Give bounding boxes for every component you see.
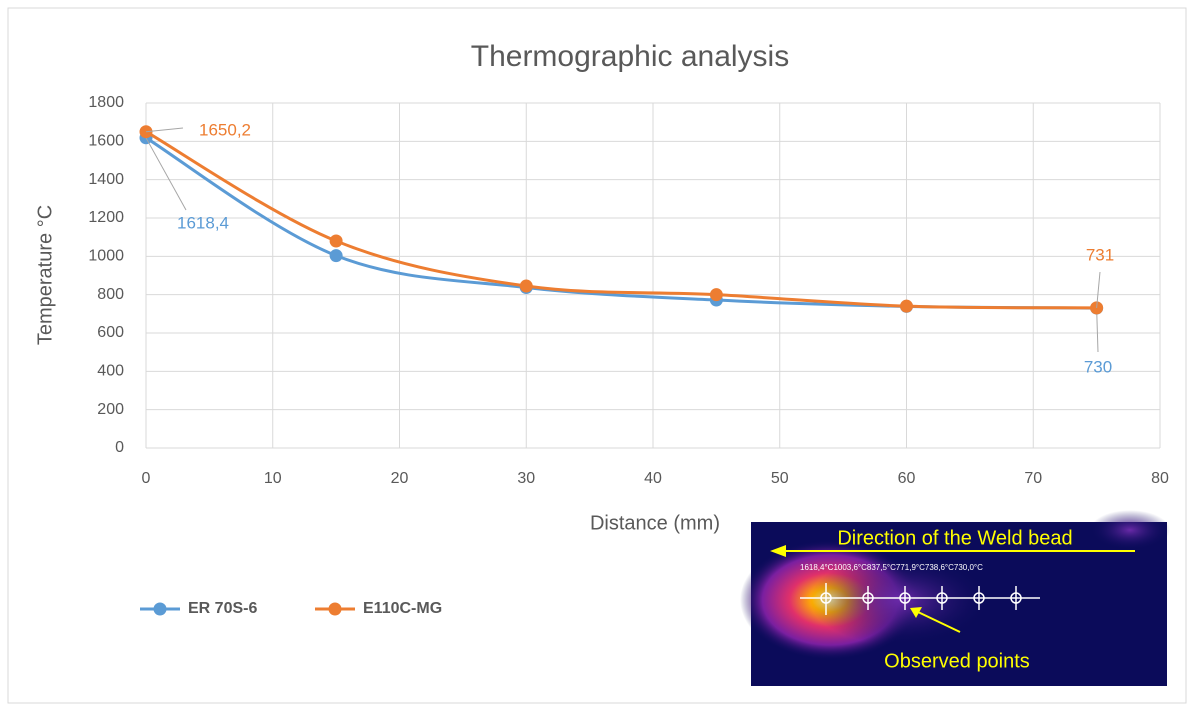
inset-points-label: Observed points: [884, 650, 1030, 672]
data-point: [329, 249, 343, 263]
data-label: 1650,2: [199, 120, 251, 139]
data-point: [519, 279, 533, 293]
label-leader: [1096, 271, 1101, 308]
data-label: 730: [1084, 357, 1112, 376]
x-axis-title: Distance (mm): [590, 512, 720, 534]
x-tick-label: 80: [1151, 470, 1169, 487]
arrow-head: [910, 607, 922, 618]
x-tick-label: 70: [1024, 470, 1042, 487]
data-label: 1618,4: [177, 213, 229, 232]
x-tick-label: 50: [771, 470, 789, 487]
data-point: [900, 299, 913, 313]
arrow-head: [770, 545, 786, 557]
label-leader: [145, 137, 187, 211]
chart-title: Thermographic analysis: [471, 40, 789, 73]
label-leader: [145, 127, 184, 133]
x-tick-label: 40: [644, 470, 662, 487]
warm-zone: [1090, 510, 1170, 550]
points-arrow: [917, 611, 961, 633]
y-tick-label: 200: [97, 401, 124, 418]
y-tick-label: 1600: [88, 133, 124, 150]
x-tick-label: 30: [517, 470, 535, 487]
inset-direction-label: Direction of the Weld bead: [837, 527, 1072, 549]
series-line: [145, 130, 1097, 310]
data-point: [329, 234, 343, 248]
label-leader: [1096, 308, 1099, 353]
x-tick-label: 10: [264, 470, 282, 487]
y-tick-label: 1200: [88, 209, 124, 226]
legend-label: ER 70S-6: [188, 600, 257, 617]
x-tick-label: 60: [898, 470, 916, 487]
inset-image: Direction of the Weld bead 1618,4°C1003,…: [740, 510, 1170, 686]
x-tick-label: 0: [142, 470, 151, 487]
y-tick-label: 400: [97, 363, 124, 380]
y-tick-label: 1800: [88, 94, 124, 111]
y-tick-label: 600: [97, 324, 124, 341]
x-tick-label: 20: [391, 470, 409, 487]
y-axis-title: Temperature °C: [34, 205, 56, 345]
data-label: 731: [1086, 245, 1114, 264]
data-point: [709, 288, 723, 302]
y-tick-label: 800: [97, 286, 124, 303]
legend-label: E110C-MG: [363, 600, 442, 617]
y-tick-label: 0: [115, 439, 124, 456]
y-tick-label: 1400: [88, 171, 124, 188]
legend-marker: [153, 602, 167, 616]
legend-marker: [328, 602, 342, 616]
y-tick-label: 1000: [88, 248, 124, 265]
inset-readings: 1618,4°C1003,6°C837,5°C771,9°C738,6°C730…: [800, 563, 983, 572]
measure-points: [800, 583, 1040, 615]
